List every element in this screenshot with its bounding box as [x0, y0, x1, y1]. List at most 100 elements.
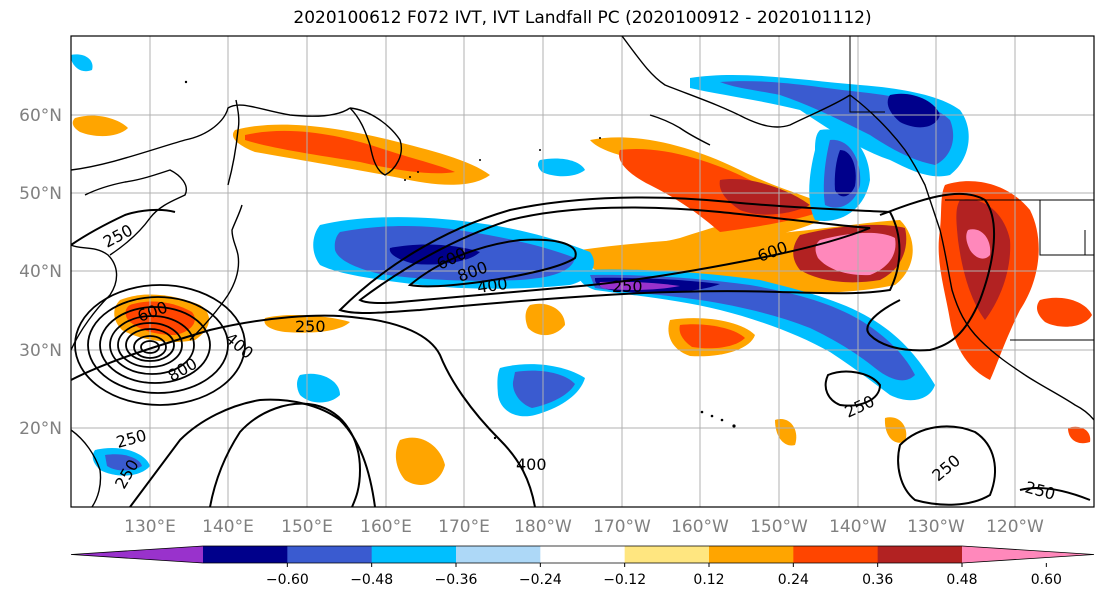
lon-tick: 170°W [593, 517, 651, 537]
lon-tick: 170°E [438, 517, 490, 537]
shade-navy [834, 150, 856, 197]
lon-tick: 130°W [907, 517, 965, 537]
lat-tick-labels: 60°N 50°N 40°N 30°N 20°N [19, 106, 62, 439]
contour-label: 400 [476, 274, 509, 297]
colorbar-tick-label: −0.36 [435, 572, 478, 588]
colorbar-tick-label: 0.48 [946, 572, 977, 588]
colorbar-tick-label: 0.60 [1031, 572, 1062, 588]
contour-label: 400 [516, 455, 547, 474]
lon-tick: 140°E [202, 517, 254, 537]
lon-tick: 120°W [986, 517, 1044, 537]
shade-navy [389, 244, 480, 265]
colorbar-swatch [962, 546, 1094, 563]
contour-250-se2 [1019, 487, 1091, 501]
coast-usa [939, 229, 1026, 376]
ivt-pc-shading-negative [71, 54, 969, 476]
lon-tick: 180°W [514, 517, 572, 537]
contour-label: 250 [612, 277, 643, 296]
contour-400-jet [338, 196, 901, 315]
shade-purple [599, 281, 680, 290]
colorbar-outline [70, 545, 1095, 564]
lon-tick: 150°E [281, 517, 333, 537]
coast-alaska-pen [649, 114, 711, 146]
shade-red [956, 199, 1011, 320]
shade-orange [1068, 426, 1091, 444]
shade-orange [1037, 297, 1092, 327]
colorbar-swatch [71, 546, 203, 563]
contour-400-lower [209, 402, 362, 507]
colorbar-swatch [877, 546, 963, 563]
coast-japan [189, 204, 243, 341]
colorbar-tick-label: 0.24 [778, 572, 809, 588]
lat-tick: 50°N [19, 184, 62, 204]
contour-600-jet [358, 206, 871, 305]
coast-kamchatka [349, 107, 402, 176]
colorbar-tick-label: 0.36 [862, 572, 893, 588]
colorbar-swatches [70, 545, 1095, 564]
shade-orange [395, 437, 445, 485]
contour-250-west [71, 208, 176, 246]
cyclone-contours [74, 284, 246, 406]
lon-tick: 150°W [750, 517, 808, 537]
shade-orange [884, 417, 907, 443]
shade-orange [590, 137, 840, 262]
contour-800-jet [407, 238, 577, 288]
borders [849, 36, 1094, 341]
contour-250-se [897, 425, 996, 506]
coastlines [71, 36, 1094, 507]
colorbar-swatch [456, 546, 541, 563]
coast-mexico [1024, 374, 1094, 421]
colorbar-swatch [203, 546, 288, 563]
shade-lightblue [297, 373, 340, 403]
shade-pink [966, 229, 991, 259]
shade-orange [775, 419, 797, 446]
contour-250-east [866, 192, 995, 352]
shade-blue [512, 370, 575, 408]
colorbar-tick-label: −0.48 [350, 572, 393, 588]
lat-tick: 60°N [19, 106, 62, 126]
border-alaska-canada [849, 36, 885, 113]
lat-tick: 20°N [19, 419, 62, 439]
border-states [1039, 200, 1094, 256]
shade-red [679, 324, 745, 349]
colorbar-tick-label: −0.12 [603, 572, 646, 588]
colorbar-tick-label: −0.24 [519, 572, 562, 588]
shade-orange [72, 115, 128, 137]
coast-canada [849, 94, 941, 231]
lon-tick: 130°E [124, 517, 176, 537]
lon-tick-labels: 130°E 140°E 150°E 160°E 170°E 180°W 170°… [124, 517, 1044, 537]
chart-title: 2020100612 F072 IVT, IVT Landfall PC (20… [293, 8, 872, 28]
colorbar-swatch [624, 546, 710, 563]
lat-tick: 30°N [19, 341, 62, 361]
colorbar-swatch [371, 546, 457, 563]
shade-navy [887, 93, 940, 128]
colorbar-swatch [793, 546, 879, 563]
contour-label: 250 [295, 317, 326, 336]
colorbar-swatch [287, 546, 373, 563]
contour-250-loop [824, 370, 882, 407]
colorbar-swatch [709, 546, 794, 563]
map-frame [70, 35, 1095, 508]
shade-red [245, 130, 455, 174]
shade-pink [815, 232, 896, 276]
coast-sakhalin [227, 99, 240, 186]
coast-alaska [621, 36, 851, 128]
shade-lightblue [71, 54, 93, 72]
contour-250-main [71, 314, 536, 507]
lon-tick: 160°E [360, 517, 412, 537]
colorbar: −0.60 −0.48 −0.36 −0.24 −0.12 0.12 0.24 0.36 0.4… [70, 545, 1095, 588]
colorbar-swatch [540, 546, 626, 563]
map-content: 250 250 600 800 400 600 250 400 600 800 … [71, 36, 1094, 507]
coast-korea [84, 169, 187, 256]
ivt-contours [71, 192, 1091, 507]
coast-russia [71, 104, 351, 171]
lon-tick: 160°W [671, 517, 729, 537]
colorbar-tick-label: 0.12 [693, 572, 724, 588]
colorbar-tick-label: −0.60 [266, 572, 309, 588]
shade-orange [525, 303, 565, 336]
coast-asia [71, 244, 118, 351]
shade-blue [105, 454, 142, 471]
shade-lightblue [537, 158, 585, 177]
lon-tick: 140°W [829, 517, 887, 537]
